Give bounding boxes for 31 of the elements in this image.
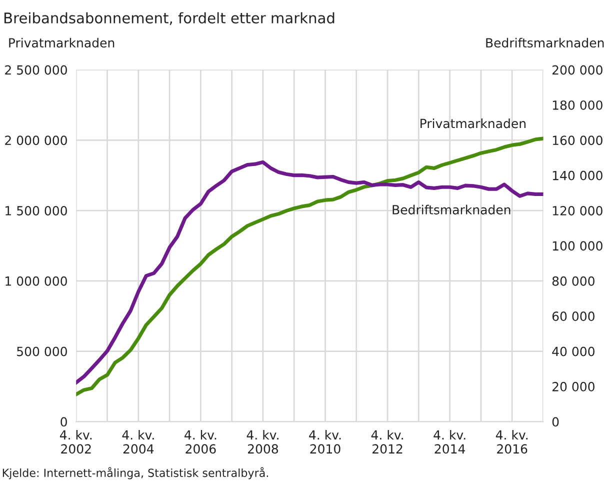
- y2-tick-label: 60 000: [552, 312, 594, 322]
- x-tick-label: 4. kv. 2012: [371, 430, 403, 454]
- x-tick-label: 4. kv. 2010: [309, 430, 341, 454]
- x-tick-label: 4. kv. 2006: [184, 430, 216, 454]
- series-label: Bedriftsmarknaden: [392, 204, 510, 214]
- y-tick-label: 2 500 000: [5, 65, 67, 75]
- x-tick-label: 4. kv. 2014: [434, 430, 466, 454]
- y-tick-label: 0: [60, 417, 67, 427]
- y-tick-label: 2 000 000: [5, 136, 67, 146]
- series-label: Privatmarknaden: [420, 118, 526, 128]
- chart-title: Breibandsabonnement, fordelt etter marknad: [4, 12, 334, 25]
- y2-tick-label: 20 000: [552, 382, 594, 392]
- y2-axis-title: Bedriftsmarknaden: [486, 38, 604, 48]
- y2-tick-label: 200 000: [552, 65, 602, 75]
- text: Kjelde: Internett-målinga, Statistisk sentralbyrå.: [2, 467, 268, 480]
- x-tick-label: 4. kv. 2002: [60, 430, 92, 454]
- y2-tick-label: 100 000: [552, 241, 602, 251]
- y-tick-label: 500 000: [17, 346, 67, 356]
- y2-tick-label: 40 000: [552, 346, 594, 356]
- y2-tick-label: 120 000: [552, 206, 602, 216]
- y-axis-title: Privatmarknaden: [9, 38, 114, 48]
- y2-tick-label: 80 000: [552, 276, 594, 286]
- x-tick-label: 4. kv. 2016: [496, 430, 528, 454]
- y-tick-label: 1 500 000: [6, 206, 67, 216]
- x-tick-label: 4. kv. 2008: [246, 430, 278, 454]
- y2-tick-label: 160 000: [552, 136, 602, 146]
- y2-tick-label: 180 000: [552, 100, 602, 110]
- y-tick-label: 1 000 000: [6, 276, 67, 286]
- x-tick-label: 4. kv. 2004: [122, 430, 154, 454]
- y2-tick-label: 0: [552, 417, 559, 427]
- y2-tick-label: 140 000: [552, 170, 602, 180]
